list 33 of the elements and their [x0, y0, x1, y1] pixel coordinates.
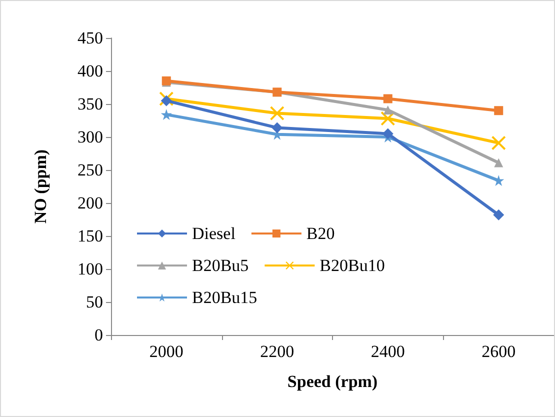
y-tick-label: 350 — [78, 94, 103, 114]
y-tick-label: 100 — [78, 260, 103, 278]
x-tick-label: 2200 — [260, 342, 294, 361]
legend-label: B20 — [306, 224, 335, 243]
y-tick-label: 150 — [78, 226, 103, 246]
legend-label: B20Bu15 — [192, 288, 258, 307]
legend-label: B20Bu5 — [192, 256, 249, 275]
y-tick-label: 200 — [78, 194, 103, 212]
point — [383, 94, 392, 104]
y-axis-title: NO (ppm) — [31, 149, 50, 224]
point — [494, 106, 504, 116]
point — [160, 95, 172, 106]
y-tick-label: 250 — [78, 160, 103, 180]
point — [270, 106, 284, 120]
point — [160, 109, 172, 120]
point — [493, 175, 504, 186]
y-tick-label: 0 — [94, 326, 103, 344]
x-tick-label: 2400 — [370, 342, 405, 361]
point — [494, 158, 504, 168]
y-tick-label: 50 — [86, 292, 103, 312]
point — [383, 105, 392, 114]
x-tick-label: 2000 — [149, 342, 184, 361]
point — [493, 209, 504, 220]
y-tick-label: 450 — [78, 28, 103, 48]
x-axis-title: Speed (rpm) — [287, 372, 378, 391]
y-tick-label: 400 — [78, 62, 103, 80]
legend-label: Diesel — [192, 224, 236, 243]
x-tick-label: 2600 — [482, 342, 516, 361]
point — [492, 136, 506, 150]
point — [382, 128, 394, 140]
legend-label: B20Bu10 — [320, 256, 385, 275]
y-tick-label: 300 — [78, 128, 103, 146]
point — [272, 122, 283, 134]
